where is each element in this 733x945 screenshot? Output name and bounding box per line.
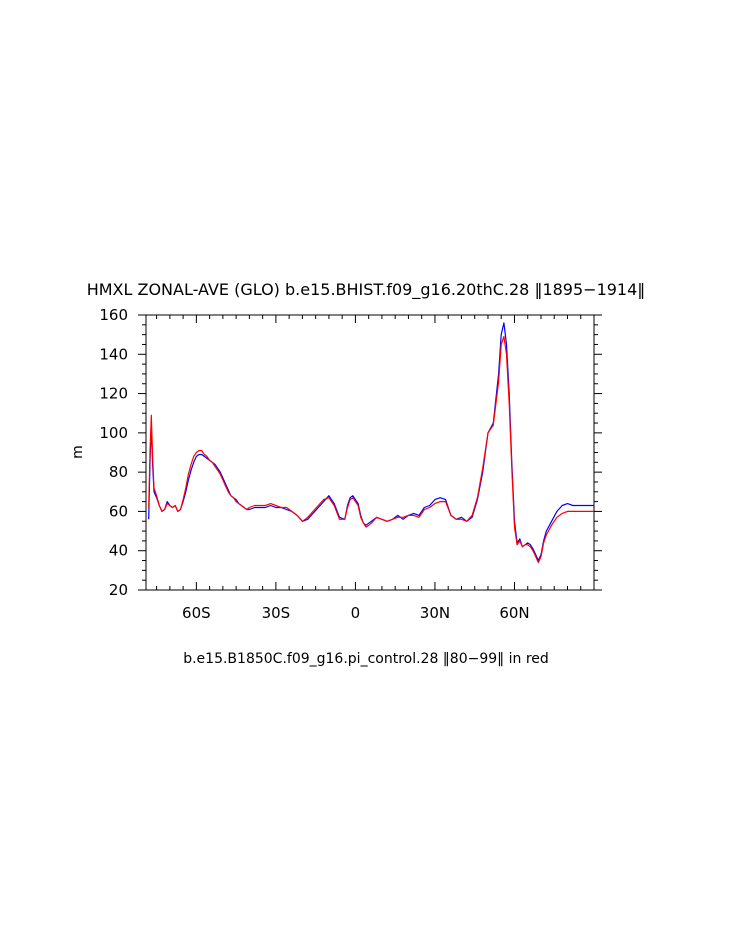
y-axis-label: m [70, 445, 86, 459]
plot-frame [145, 314, 595, 591]
x-tick-labels: 60S 30S 0 30N 60N [182, 604, 530, 622]
y-tick-label: 140 [99, 345, 128, 363]
series-line-red [148, 336, 594, 564]
x-tick-label: 0 [351, 604, 361, 622]
x-tick-label: 30N [420, 604, 450, 622]
plot-area [138, 314, 602, 591]
y-tick-label: 100 [99, 424, 128, 442]
y-tick-label: 40 [109, 542, 128, 560]
x-tick-label: 30S [262, 604, 291, 622]
chart-title: HMXL ZONAL-AVE (GLO) b.e15.BHIST.f09_g16… [87, 280, 646, 300]
y-tick-label: 80 [109, 463, 128, 481]
x-tick-label: 60S [182, 604, 211, 622]
series-layer [148, 322, 594, 564]
y-tick-label: 60 [109, 502, 128, 520]
chart-subtitle: b.e15.B1850C.f09_g16.pi_control.28 ‖80−9… [183, 651, 549, 667]
y-tick-labels: 20 40 60 80 100 120 140 160 [99, 306, 128, 599]
y-tick-label: 20 [109, 581, 128, 599]
series-line-blue [148, 322, 594, 562]
y-tick-label: 160 [99, 306, 128, 324]
axis-ticks [138, 314, 602, 591]
y-tick-label: 120 [99, 385, 128, 403]
x-tick-label: 60N [499, 604, 529, 622]
